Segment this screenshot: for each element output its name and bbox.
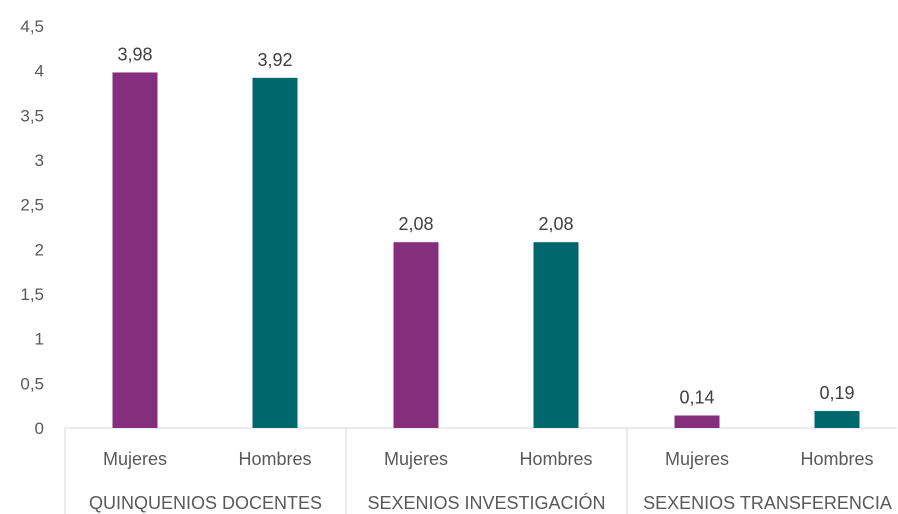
data-label: 2,08 (398, 214, 433, 234)
bars (112, 72, 860, 429)
y-tick-label: 3 (35, 151, 44, 170)
data-label: 0,19 (819, 383, 854, 403)
axes (64, 427, 897, 514)
x-group-label: SEXENIOS INVESTIGACIÓN (367, 492, 605, 513)
data-label: 3,92 (257, 50, 292, 70)
y-tick-label: 4 (35, 62, 44, 81)
y-tick-label: 1,5 (20, 285, 44, 304)
data-label: 3,98 (117, 44, 152, 64)
y-tick-label: 1 (35, 330, 44, 349)
bar-hombres (533, 242, 579, 428)
x-category-label: Hombres (238, 449, 311, 469)
y-tick-label: 2 (35, 240, 44, 259)
y-tick-label: 4,5 (20, 17, 44, 36)
y-tick-label: 3,5 (20, 106, 44, 125)
bar-hombres (252, 77, 298, 429)
y-tick-label: 0,5 (20, 374, 44, 393)
x-category-label: Mujeres (665, 449, 729, 469)
bar-mujeres (674, 415, 720, 428)
x-category-label: Hombres (800, 449, 873, 469)
bar-mujeres (112, 72, 158, 428)
data-label: 2,08 (538, 214, 573, 234)
bar-mujeres (393, 242, 439, 428)
x-category-label: Mujeres (384, 449, 448, 469)
x-category-label: Hombres (519, 449, 592, 469)
x-group-label: SEXENIOS TRANSFERENCIA (643, 493, 892, 513)
bar-hombres (814, 411, 860, 428)
y-axis-ticks: 0 0,5 1 1,5 2 2,5 3 3,5 4 4,5 (20, 17, 44, 438)
y-tick-label: 2,5 (20, 196, 44, 215)
x-category-label: Mujeres (103, 449, 167, 469)
category-labels: Mujeres Hombres QUINQUENIOS DOCENTES Mujere… (89, 449, 892, 513)
x-group-label: QUINQUENIOS DOCENTES (89, 493, 322, 513)
y-tick-label: 0 (35, 419, 44, 438)
data-labels: 3,98 3,92 2,08 2,08 0,14 0,19 (117, 44, 854, 407)
data-label: 0,14 (679, 387, 714, 407)
